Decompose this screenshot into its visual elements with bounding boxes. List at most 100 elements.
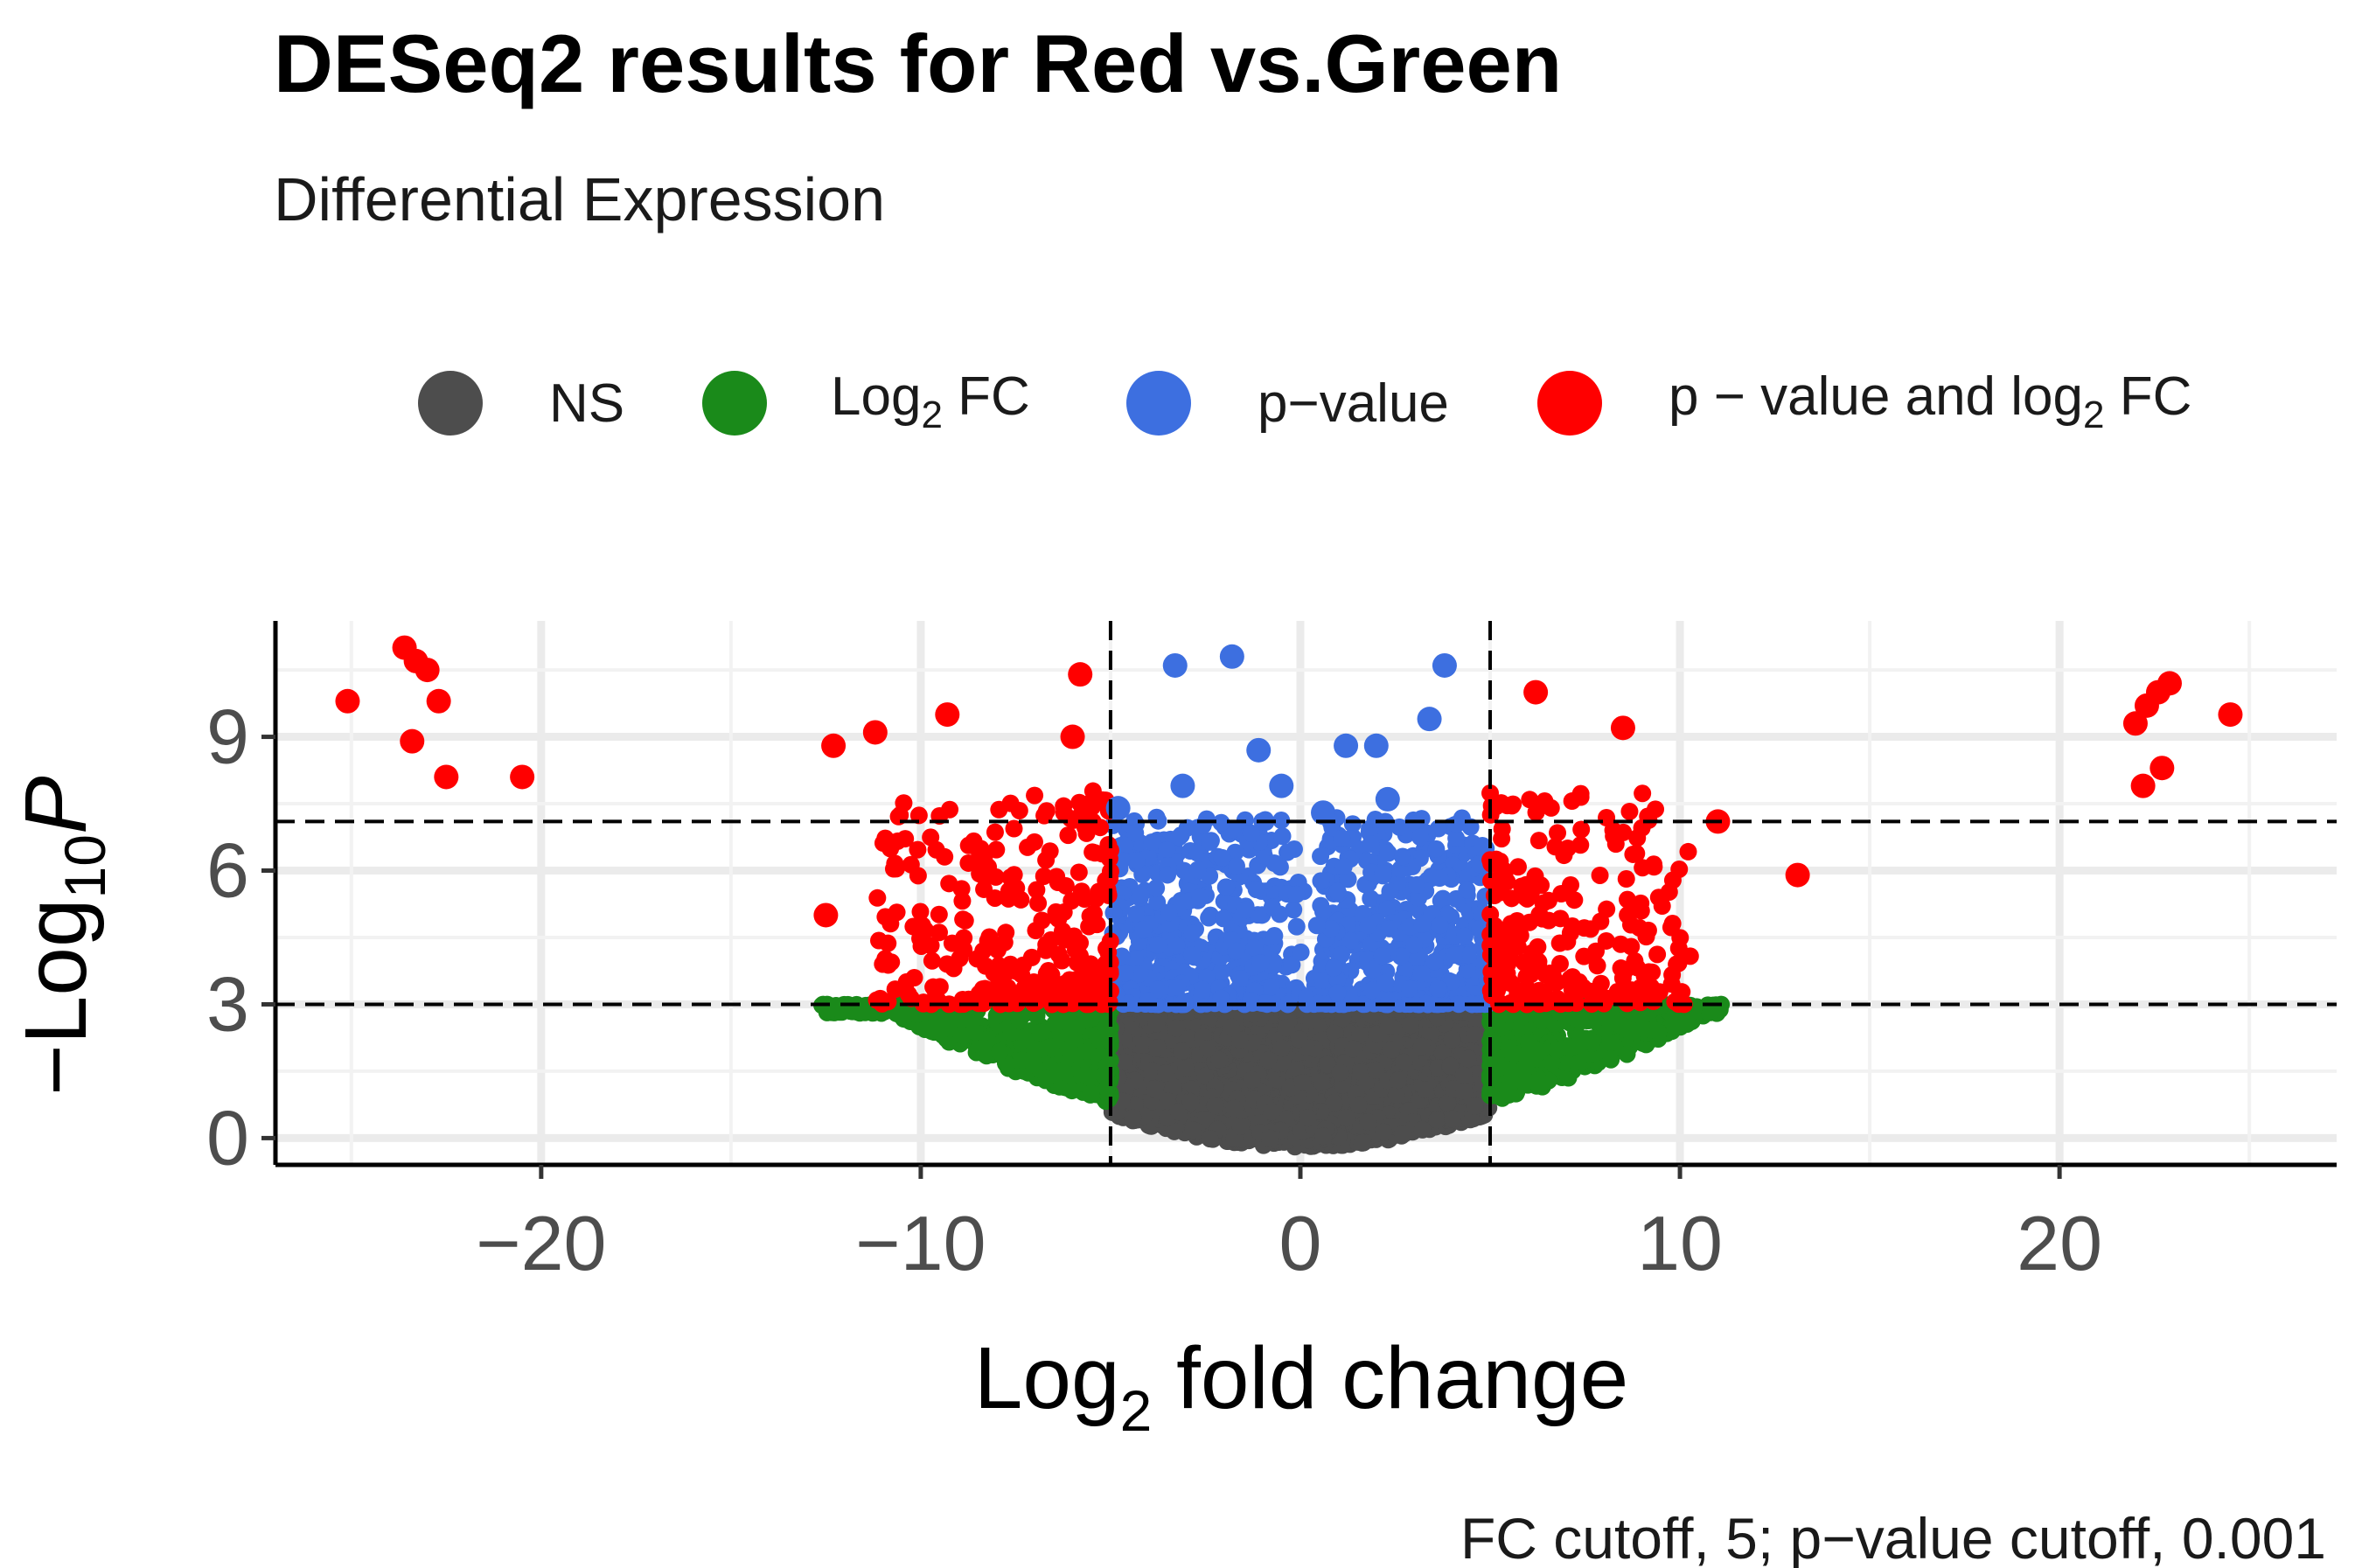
pvalue-point — [1334, 858, 1353, 876]
pvalue-point — [1450, 995, 1468, 1014]
both-point — [1071, 946, 1090, 965]
pvalue-point — [1158, 840, 1176, 859]
both-point — [923, 951, 941, 970]
ns-point — [1165, 1122, 1183, 1140]
both-point — [972, 840, 990, 858]
ns-point — [1273, 1054, 1292, 1072]
pvalue-point — [1168, 978, 1187, 996]
both-point — [940, 995, 958, 1014]
pvalue-point — [1396, 961, 1414, 979]
data-point — [1785, 862, 1810, 888]
ns-point — [1277, 1019, 1295, 1037]
both-point — [990, 972, 1008, 990]
pvalue-point — [1160, 903, 1178, 922]
pvalue-point — [1374, 864, 1392, 882]
pvalue-point — [1272, 812, 1291, 830]
both-point — [930, 923, 948, 942]
both-point — [972, 986, 991, 1005]
pvalue-point — [1170, 828, 1188, 847]
pvalue-point — [1425, 952, 1444, 971]
log2fc-point — [1492, 1019, 1510, 1037]
data-point — [1334, 733, 1359, 758]
both-point — [1027, 922, 1045, 940]
both-point — [1612, 935, 1630, 953]
both-point — [959, 854, 978, 872]
pvalue-point — [1391, 947, 1410, 965]
both-point — [922, 937, 940, 955]
ns-point — [1147, 1014, 1166, 1033]
both-point — [1637, 928, 1655, 946]
both-point — [926, 981, 944, 1000]
pvalue-point — [1381, 882, 1399, 901]
pvalue-point — [1328, 882, 1347, 901]
ns-point — [1352, 1063, 1370, 1082]
both-point — [1571, 836, 1590, 854]
pvalue-point — [1363, 960, 1382, 979]
data-point — [1363, 733, 1389, 758]
both-point — [1008, 994, 1027, 1013]
pvalue-point — [1191, 889, 1209, 907]
pvalue-point — [1427, 840, 1446, 858]
chart-subtitle: Differential Expression — [274, 165, 885, 233]
both-point — [922, 828, 940, 847]
both-point — [1552, 884, 1571, 902]
both-point — [986, 823, 1004, 841]
log2fc-point — [1026, 1040, 1044, 1058]
ns-point — [1412, 1037, 1431, 1056]
both-point — [1549, 824, 1567, 842]
data-point — [1417, 707, 1442, 732]
pvalue-point — [1273, 827, 1292, 846]
ns-point — [1230, 1031, 1249, 1049]
ns-point — [1337, 1109, 1355, 1127]
data-point — [2157, 671, 2183, 696]
pvalue-point — [1202, 833, 1220, 851]
pvalue-point — [1307, 916, 1326, 935]
data-point — [1219, 644, 1244, 669]
both-point — [1007, 962, 1026, 980]
pvalue-point — [1312, 872, 1330, 890]
log2fc-point — [1082, 1084, 1100, 1103]
data-point — [1432, 652, 1457, 678]
ns-point — [1326, 1024, 1344, 1042]
ns-point — [1351, 1026, 1369, 1044]
both-point — [1041, 842, 1059, 861]
both-point — [1588, 957, 1606, 975]
pvalue-point — [1458, 881, 1476, 899]
ns-point — [1115, 1053, 1133, 1071]
data-point — [415, 658, 440, 683]
both-point — [1028, 881, 1046, 899]
ns-point — [1210, 1050, 1229, 1069]
pvalue-point — [1212, 962, 1230, 980]
pvalue-point — [1459, 946, 1477, 965]
ns-point — [1164, 1077, 1182, 1096]
both-point — [1000, 882, 1018, 900]
ns-point — [1181, 1093, 1200, 1112]
both-point — [1527, 803, 1545, 821]
data-point — [935, 702, 960, 728]
both-point — [1088, 963, 1106, 981]
legend: NS Log2 FC p−value p − value and log2 FC — [418, 366, 2191, 436]
data-point — [1170, 773, 1195, 798]
ns-point — [1394, 1125, 1412, 1143]
ns-point — [1159, 1092, 1177, 1111]
log2fc-point — [1064, 1031, 1083, 1049]
ns-point — [1146, 1080, 1164, 1098]
log2fc-point — [1570, 1010, 1588, 1028]
ns-point — [1157, 1064, 1175, 1083]
pvalue-point — [1133, 866, 1152, 884]
pvalue-point — [1159, 866, 1177, 884]
log2fc-point — [952, 1026, 971, 1044]
both-point — [909, 806, 928, 825]
both-point — [1070, 793, 1089, 812]
both-point — [1529, 952, 1548, 971]
ns-point — [1199, 1040, 1217, 1058]
both-point — [1029, 894, 1048, 912]
legend-label-pvalue: p−value — [1258, 373, 1449, 434]
both-point — [988, 941, 1007, 959]
ns-point — [1319, 1056, 1337, 1074]
log2fc-point — [1097, 1018, 1116, 1036]
pvalue-point — [1175, 993, 1194, 1011]
ns-point — [1243, 1070, 1261, 1089]
data-point — [335, 688, 360, 714]
